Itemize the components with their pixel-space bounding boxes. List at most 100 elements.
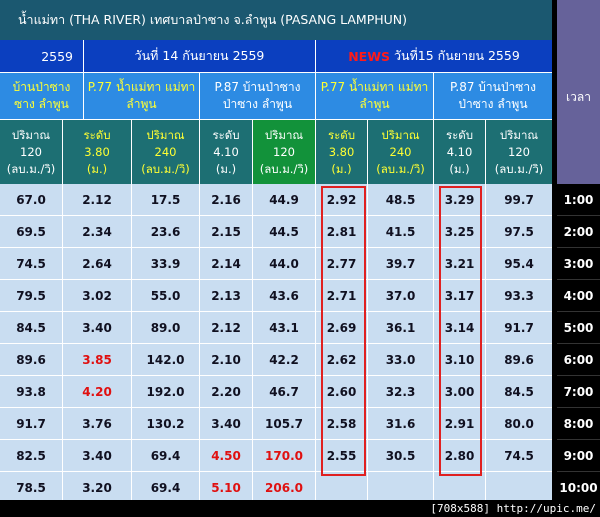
table-cell: 2.64: [63, 248, 132, 280]
time-cell: 1:00: [557, 184, 600, 216]
table-cell: 69.4: [132, 440, 200, 472]
table-cell: 48.5: [368, 184, 434, 216]
column-header-line: 4.10: [446, 144, 473, 159]
column-header-text: ปริมาณ 240 (ลบ.ม./วิ): [141, 127, 190, 178]
column-header-line: ระดับ: [212, 127, 240, 142]
table-cell: 3.20: [63, 472, 132, 504]
highlight-box-p77-level: [321, 186, 366, 476]
column-header-text: ปริมาณ 120 (ลบ.ม./วิ): [495, 127, 544, 178]
station-p77-line2: ลำพูน: [126, 97, 157, 111]
table-cell: 43.6: [253, 280, 316, 312]
table-cell: 3.40: [63, 312, 132, 344]
column-header-line: ปริมาณ: [381, 127, 420, 142]
table-cell: 170.0: [253, 440, 316, 472]
highlight-box-p87-level: [439, 186, 482, 476]
table-cell: 17.5: [132, 184, 200, 216]
station-partial-line1: บ้านป่าซาง: [12, 80, 71, 94]
table-cell: 44.0: [253, 248, 316, 280]
table-cell: 2.55: [316, 440, 368, 472]
table-cell: 3.02: [63, 280, 132, 312]
column-header-line: (ลบ.ม./วิ): [376, 161, 425, 176]
station-p87-line2: ป่าซาง ลำพูน: [222, 97, 293, 111]
column-header: ปริมาณ 240 (ลบ.ม./วิ): [368, 119, 434, 184]
column-header-line: ระดับ: [327, 127, 356, 142]
table-cell: 3.00: [434, 376, 486, 408]
time-cell: 8:00: [557, 408, 600, 440]
table-cell: 3.21: [434, 248, 486, 280]
table-cell: 2.92: [316, 184, 368, 216]
column-header-line: 240: [389, 144, 412, 159]
table-cell: 89.6: [486, 344, 552, 376]
table-cell: 80.0: [486, 408, 552, 440]
table-cell: 55.0: [132, 280, 200, 312]
table-cell: 84.5: [486, 376, 552, 408]
table-cell: 3.10: [434, 344, 486, 376]
table-cell: 33.9: [132, 248, 200, 280]
column-header-line: ระดับ: [83, 127, 111, 142]
table-cell: 84.5: [0, 312, 63, 344]
table-cell: 93.8: [0, 376, 63, 408]
time-cell: 6:00: [557, 344, 600, 376]
table-cell: 2.71: [316, 280, 368, 312]
date-header-prev: 2559: [0, 40, 84, 72]
table-cell: 2.60: [316, 376, 368, 408]
column-header: ระดับ 3.80 (ม.): [63, 119, 132, 184]
column-header-line: 3.80: [328, 144, 355, 159]
time-cell: 4:00: [557, 280, 600, 312]
date-header-day14: วันที่ 14 กันยายน 2559: [84, 40, 316, 72]
table-cell: 2.77: [316, 248, 368, 280]
column-header-text: ระดับ 3.80 (ม.): [328, 127, 355, 178]
table-cell: 89.6: [0, 344, 63, 376]
date-header-day15: NEWS วันที่15 กันยายน 2559: [316, 40, 552, 72]
column-header-line: (ลบ.ม./วิ): [6, 161, 56, 176]
column-header-line: ระดับ: [445, 127, 474, 142]
time-cell: 10:00: [557, 472, 600, 504]
table-cell: 130.2: [132, 408, 200, 440]
table-cell: 142.0: [132, 344, 200, 376]
table-cell: 2.13: [200, 280, 253, 312]
column-header-line: (ม.): [331, 161, 352, 176]
table-cell: [368, 472, 434, 504]
date-day15-text: วันที่15 กันยายน 2559: [394, 48, 520, 63]
table-cell: 2.20: [200, 376, 253, 408]
column-header: ระดับ 3.80 (ม.): [316, 119, 368, 184]
station-p77-day15: P.77 น้ำแม่ทา แม่ทา ลำพูน: [316, 72, 434, 119]
table-cell: 44.5: [253, 216, 316, 248]
column-header-line: 240: [154, 144, 177, 159]
column-header-line: ปริมาณ: [264, 127, 304, 142]
news-label: NEWS: [348, 48, 390, 64]
table-cell: 39.7: [368, 248, 434, 280]
table-cell: 3.17: [434, 280, 486, 312]
station-p77-line1: P.77 น้ำแม่ทา แม่ทา: [87, 80, 196, 94]
watermark-bar: [708x588] http://upic.me/: [0, 500, 600, 517]
column-header-line: 3.80: [84, 144, 110, 159]
table-cell: 2.12: [63, 184, 132, 216]
column-header-line: ปริมาณ: [146, 127, 185, 142]
column-header-line: 120: [508, 144, 530, 159]
table-cell: 36.1: [368, 312, 434, 344]
column-header-line: (ลบ.ม./วิ): [141, 161, 190, 176]
table-cell: 82.5: [0, 440, 63, 472]
table-cell: 2.91: [434, 408, 486, 440]
table-cell: 2.81: [316, 216, 368, 248]
column-header-line: (ม.): [86, 161, 108, 176]
column-header-text: ระดับ 4.10 (ม.): [446, 127, 473, 178]
station-p77-day14: P.77 น้ำแม่ทา แม่ทา ลำพูน: [84, 72, 200, 119]
table-cell: 32.3: [368, 376, 434, 408]
table-cell: 99.7: [486, 184, 552, 216]
station-p87-day14: P.87 บ้านป่าซาง ป่าซาง ลำพูน: [200, 72, 316, 119]
column-header-text: ระดับ 4.10 (ม.): [212, 127, 239, 178]
station-p87-line1: P.87 บ้านป่าซาง: [214, 80, 301, 94]
time-cell: 9:00: [557, 440, 600, 472]
table-cell: 2.15: [200, 216, 253, 248]
column-header-text: ปริมาณ 120 (ลบ.ม./วิ): [260, 127, 309, 178]
table-cell: 2.34: [63, 216, 132, 248]
column-header-text: ปริมาณ 120 (ลบ.ม./วิ): [7, 127, 56, 178]
time-column-header: เวลา: [557, 0, 600, 184]
table-cell: 2.80: [434, 440, 486, 472]
column-header-line: (ลบ.ม./วิ): [494, 161, 544, 176]
table-cell: 43.1: [253, 312, 316, 344]
table-cell: 79.5: [0, 280, 63, 312]
station-p77-line2: ลำพูน: [359, 97, 390, 111]
